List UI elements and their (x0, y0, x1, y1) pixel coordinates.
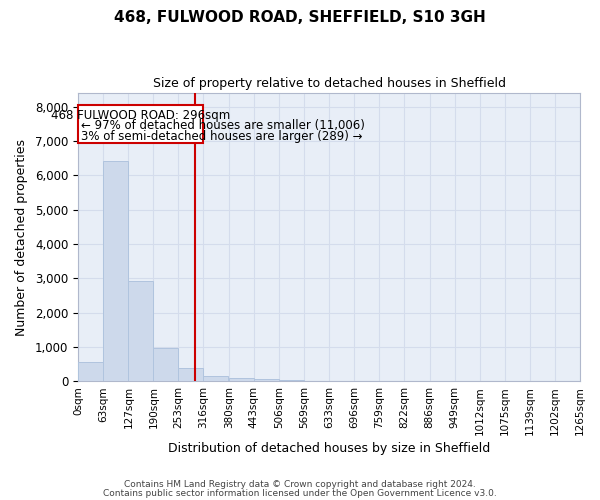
Bar (279, 380, 304, 382)
X-axis label: Distribution of detached houses by size in Sheffield: Distribution of detached houses by size … (168, 442, 490, 455)
Text: Contains public sector information licensed under the Open Government Licence v3: Contains public sector information licen… (103, 489, 497, 498)
Text: Contains HM Land Registry data © Crown copyright and database right 2024.: Contains HM Land Registry data © Crown c… (124, 480, 476, 489)
Text: ← 97% of detached houses are smaller (11,006): ← 97% of detached houses are smaller (11… (81, 120, 365, 132)
Y-axis label: Number of detached properties: Number of detached properties (15, 138, 28, 336)
Bar (128, 281, 154, 382)
Bar (254, 379, 279, 382)
Bar (178, 368, 203, 382)
Bar (203, 376, 229, 382)
Title: Size of property relative to detached houses in Sheffield: Size of property relative to detached ho… (152, 78, 506, 90)
Bar (229, 378, 254, 382)
Bar (154, 348, 178, 382)
Bar (78, 362, 103, 382)
Bar (103, 161, 128, 382)
Text: 468 FULWOOD ROAD: 296sqm: 468 FULWOOD ROAD: 296sqm (51, 109, 230, 122)
Text: 468, FULWOOD ROAD, SHEFFIELD, S10 3GH: 468, FULWOOD ROAD, SHEFFIELD, S10 3GH (114, 10, 486, 25)
Text: 3% of semi-detached houses are larger (289) →: 3% of semi-detached houses are larger (2… (81, 130, 363, 143)
Bar (78, 105, 203, 143)
